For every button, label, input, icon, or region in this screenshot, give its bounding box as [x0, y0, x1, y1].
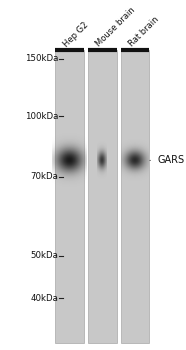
Text: Hep G2: Hep G2	[62, 20, 90, 49]
Text: 50kDa: 50kDa	[30, 251, 58, 260]
Text: 150kDa: 150kDa	[25, 54, 58, 63]
Text: 70kDa: 70kDa	[30, 172, 58, 181]
Bar	[88, 50, 117, 343]
Bar	[121, 50, 150, 343]
Text: Rat brain: Rat brain	[127, 15, 161, 49]
Text: 40kDa: 40kDa	[30, 294, 58, 303]
Bar	[55, 50, 84, 343]
Text: Mouse brain: Mouse brain	[94, 6, 137, 49]
Text: GARS: GARS	[157, 155, 184, 166]
Text: 100kDa: 100kDa	[25, 112, 58, 120]
